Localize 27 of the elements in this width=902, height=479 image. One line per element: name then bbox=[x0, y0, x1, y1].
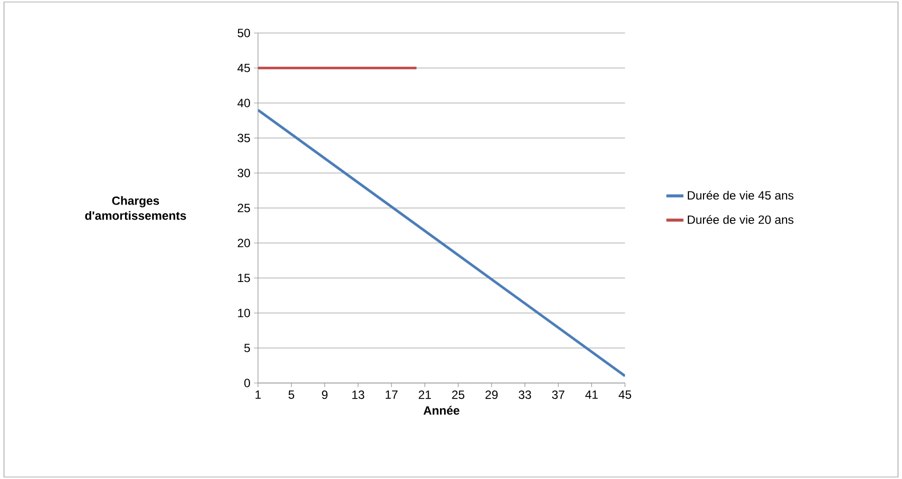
y-tick-label: 30 bbox=[238, 168, 250, 178]
x-tick-label: 33 bbox=[518, 390, 532, 399]
x-tick-label: 1 bbox=[256, 390, 261, 399]
y-tick-label: 20 bbox=[238, 238, 250, 248]
y-tick-label: 15 bbox=[238, 274, 250, 282]
y-tick-label: 10 bbox=[238, 308, 250, 318]
x-tick-label: 29 bbox=[485, 390, 498, 399]
x-tick-label: 37 bbox=[552, 390, 564, 399]
y-tick-label: 40 bbox=[237, 98, 250, 108]
x-tick-label: 5 bbox=[288, 390, 294, 399]
y-tick-label: 25 bbox=[238, 204, 250, 212]
x-tick-label: 9 bbox=[322, 390, 328, 399]
x-tick-label: 25 bbox=[452, 390, 464, 399]
x-axis-title: Année bbox=[424, 406, 460, 415]
x-tick-label: 21 bbox=[418, 390, 431, 399]
y-tick-label: 5 bbox=[244, 344, 250, 352]
x-tick-label: 45 bbox=[618, 390, 632, 399]
y-tick-label: 50 bbox=[238, 28, 250, 38]
x-tick-label: 41 bbox=[585, 390, 598, 399]
y-axis-title: Charges d'amortissements bbox=[85, 196, 186, 220]
y-tick-label: 35 bbox=[238, 134, 250, 142]
x-tick-label: 17 bbox=[386, 390, 398, 399]
legend-label: Durée de vie 45 ans bbox=[688, 190, 794, 200]
legend-label: Durée de vie 20 ans bbox=[688, 214, 794, 224]
x-tick-label: 13 bbox=[352, 390, 364, 399]
y-tick-label: 45 bbox=[237, 64, 250, 72]
y-tick-label: 0 bbox=[244, 378, 250, 388]
